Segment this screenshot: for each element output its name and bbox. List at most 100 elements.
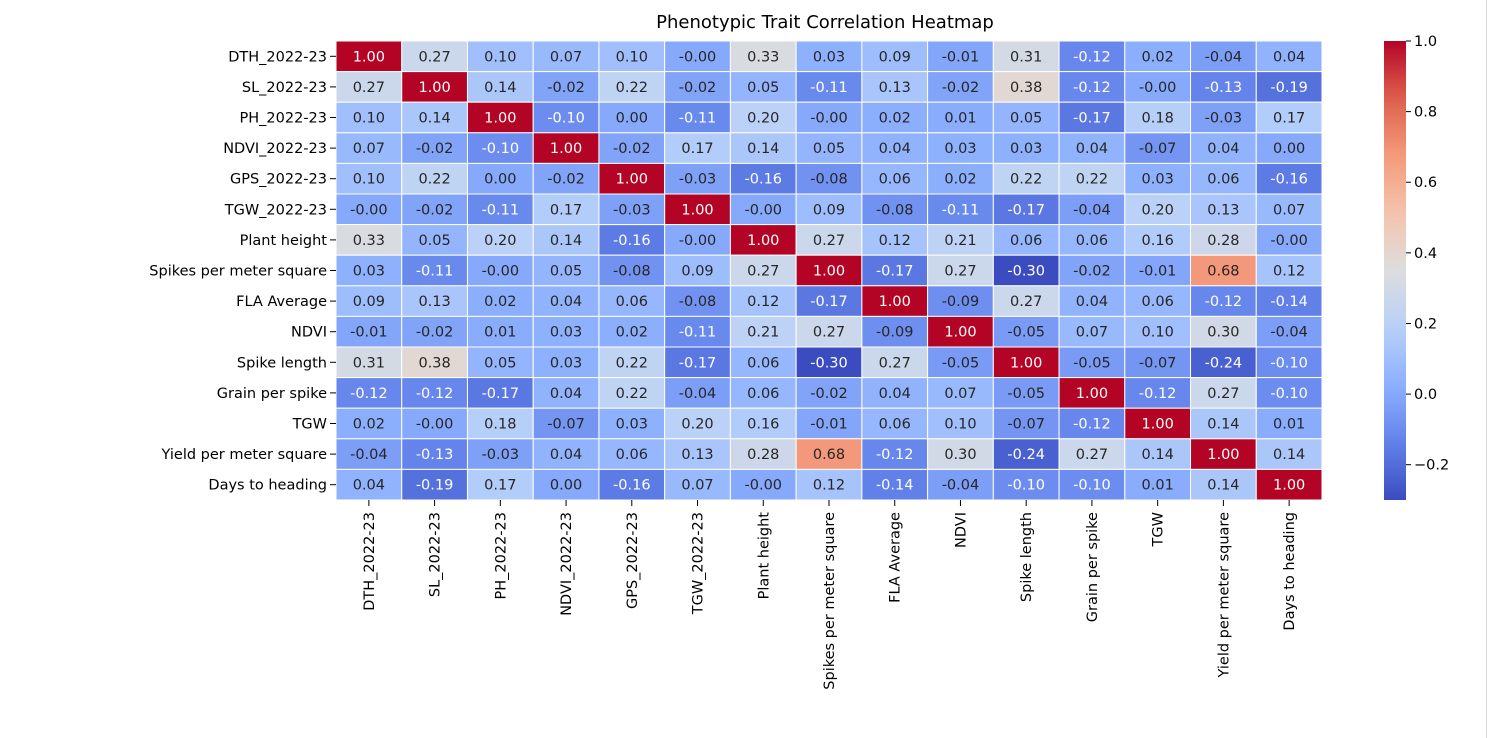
cell-value-label: -0.09 [942,294,980,310]
colorbar-tick-label: 0.0 [1414,387,1437,403]
cell-value-label: 1.00 [1207,447,1239,463]
heatmap-cell [795,40,863,73]
colorbar-gradient [1384,41,1406,500]
cell-value-label: 0.05 [418,233,450,249]
x-tick-label: NDVI [953,512,969,548]
cell-value-label: 0.22 [1010,172,1042,188]
cell-value-label: 0.14 [1207,478,1239,494]
cell-value-label: 0.17 [681,141,713,157]
cell-value-label: -0.12 [1073,80,1111,96]
cell-value-label: 0.04 [879,386,911,402]
cell-value-label: -0.04 [1073,202,1111,218]
cell-value-label: 0.13 [879,80,911,96]
cell-value-label: -0.16 [613,233,651,249]
heatmap-cell [1190,224,1257,256]
cell-value-label: -0.24 [1205,355,1243,371]
x-tick-label: DTH_2022-23 [362,512,378,611]
cell-value-label: 0.07 [681,478,713,494]
heatmap-cell [992,346,1060,379]
cell-value-label: -0.03 [1205,111,1243,127]
cell-value-label: 0.04 [550,294,582,310]
cell-value-label: -0.04 [1205,49,1243,65]
cell-value-label: -0.12 [1073,417,1111,433]
cell-value-label: -0.19 [1270,80,1308,96]
heatmap-cell [1255,438,1323,470]
heatmap-cell-labels: 1.00 0.27 0.10 0.07 0.10 -0.00 0.33 0.03 0.09 -0.… [350,49,1308,493]
cell-value-label: -0.05 [1007,325,1045,341]
cell-value-label: 0.68 [813,447,845,463]
cell-value-label: -0.13 [416,447,454,463]
cell-value-label: 0.22 [616,355,648,371]
cell-value-label: 0.21 [747,325,779,341]
y-tick-label: Yield per meter square [161,447,328,463]
heatmap-cell [861,407,929,440]
heatmap-cell [1124,407,1192,440]
cell-value-label: 0.09 [813,202,845,218]
cell-value-label: 0.14 [418,111,450,127]
heatmap-cell [664,285,731,317]
heatmap-cell [1255,377,1323,409]
heatmap-cell [664,193,731,226]
cell-value-label: 0.20 [484,233,516,249]
heatmap-cell [795,132,863,164]
cell-value-label: -0.24 [1007,447,1045,463]
cell-value-label: -0.17 [482,386,520,402]
heatmap-cell [1058,71,1126,103]
heatmap-cell [861,468,929,501]
cell-value-label: 1.00 [484,111,516,127]
cell-value-label: 0.01 [1273,417,1305,433]
cell-value-label: 0.27 [944,264,976,280]
cell-value-label: 0.28 [1207,233,1239,249]
heatmap-cell [335,193,403,226]
cell-value-label: 1.00 [616,172,648,188]
cell-value-label: 1.00 [747,233,779,249]
cell-value-label: 1.00 [418,80,450,96]
cell-value-label: -0.00 [810,111,848,127]
heatmap-cell [598,132,666,164]
cell-value-label: -0.02 [613,141,651,157]
cell-value-label: -0.12 [876,447,914,463]
colorbar-tick-label: 0.4 [1414,246,1437,262]
x-tick-label: TGW [1151,512,1167,547]
x-axis: DTH_2022-23 SL_2022-23 PH_2022-23 NDVI_2022… [362,500,1298,690]
heatmap-cell [927,132,994,164]
cell-value-label: -0.01 [810,417,848,433]
x-tick-label: TGW_2022-23 [691,512,707,615]
colorbar-tick-label: 1.0 [1414,34,1437,50]
heatmap-cell [1190,162,1257,195]
cell-value-label: -0.02 [810,386,848,402]
cell-value-label: 0.03 [1010,141,1042,157]
cell-value-label: -0.00 [745,202,783,218]
heatmap-cell [729,71,797,103]
cell-value-label: -0.01 [1139,264,1177,280]
heatmap-cell [1124,377,1192,409]
cell-value-label: 0.31 [353,355,385,371]
cell-value-label: -0.30 [1007,264,1045,280]
heatmap-cell [1190,285,1257,317]
cell-value-label: 0.00 [1273,141,1305,157]
heatmap-cell [1255,407,1323,440]
cell-value-label: 0.68 [1207,264,1239,280]
cell-value-label: 1.00 [879,294,911,310]
heatmap-cell [1124,101,1192,134]
cell-value-label: -0.12 [350,386,388,402]
cell-value-label: 0.02 [879,111,911,127]
heatmap-cell [598,71,666,103]
cell-value-label: 0.21 [944,233,976,249]
cell-value-label: 0.27 [879,355,911,371]
cell-value-label: 0.16 [1142,233,1174,249]
cell-value-label: 0.14 [1142,447,1174,463]
cell-value-label: 0.04 [550,447,582,463]
heatmap-cell [1255,193,1323,226]
cell-value-label: 0.20 [681,417,713,433]
cell-value-label: 0.38 [1010,80,1042,96]
cell-value-label: -0.30 [810,355,848,371]
cell-value-label: -0.00 [416,417,454,433]
cell-value-label: 0.06 [1207,172,1239,188]
heatmap-cell [401,132,468,164]
y-tick-label: PH_2022-23 [240,111,327,127]
cell-value-label: -0.13 [1205,80,1243,96]
cell-value-label: 0.33 [353,233,385,249]
heatmap-cell [401,193,468,226]
heatmap-cell [927,346,994,379]
